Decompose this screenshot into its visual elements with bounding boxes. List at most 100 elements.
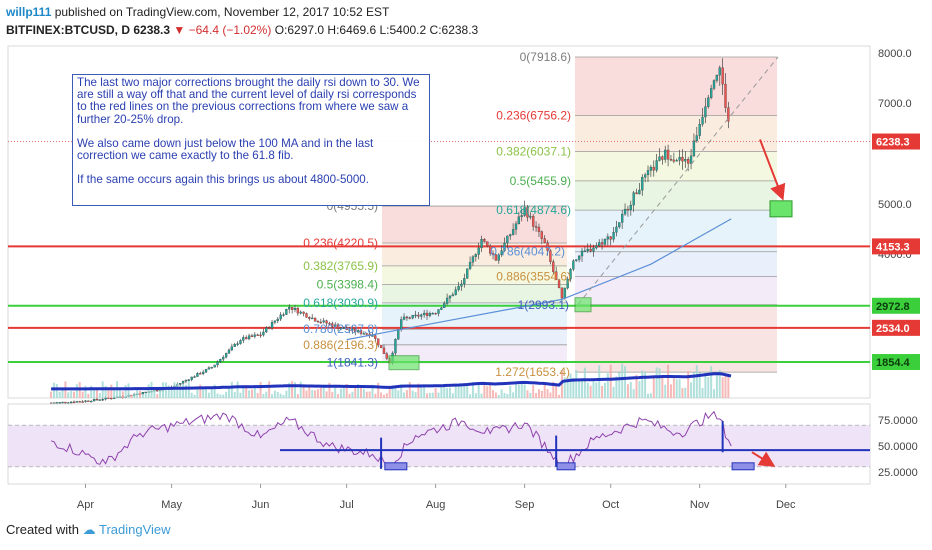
author-link[interactable]: willp111 — [6, 5, 52, 19]
candle-body — [655, 160, 658, 171]
price-tick-label: 8000.0 — [878, 48, 912, 60]
volume-bar — [517, 384, 520, 398]
candle-body — [408, 317, 411, 319]
candle-body — [308, 317, 311, 319]
publish-header: willp111 published on TradingView.com, N… — [6, 4, 389, 20]
volume-bar — [121, 391, 124, 398]
candle-body — [603, 239, 607, 245]
candle-body — [288, 307, 291, 310]
last-price: 6238.3 — [133, 23, 171, 37]
candle-body — [460, 283, 463, 287]
volume-bar — [581, 379, 583, 398]
volume-bar — [549, 392, 552, 398]
candle-body — [600, 242, 604, 245]
candle-body — [664, 149, 667, 160]
volume-bar — [345, 383, 348, 398]
price-tick-label: 5000.0 — [878, 199, 912, 211]
volume-bar — [314, 390, 317, 398]
volume-bar — [644, 371, 647, 398]
fib-level-label: 0.786(4047.2) — [490, 245, 565, 259]
volume-bar — [537, 389, 540, 398]
candle-body — [491, 253, 495, 255]
candle-body — [87, 400, 90, 402]
candle-body — [661, 156, 664, 160]
volume-bar — [641, 370, 644, 398]
volume-bar — [655, 367, 658, 398]
candle-body — [210, 367, 213, 369]
candle-body — [334, 324, 337, 327]
volume-bar — [73, 391, 76, 398]
volume-bar — [144, 393, 147, 398]
tradingview-brand[interactable]: TradingView — [99, 522, 171, 537]
volume-bar — [411, 390, 414, 398]
volume-bar — [400, 384, 403, 398]
symbol-bar: BITFINEX:BTCUSD, D 6238.3 ▼ −64.4 (−1.02… — [6, 22, 478, 38]
volume-bar — [460, 384, 463, 398]
volume-bar — [147, 384, 150, 398]
volume-bar — [457, 385, 460, 398]
candle-body — [443, 303, 446, 308]
projection-arrow — [759, 139, 786, 201]
candle-body — [216, 361, 219, 366]
volume-bar — [632, 389, 635, 398]
volume-bar — [431, 392, 434, 398]
volume-bar — [279, 393, 282, 398]
volume-bar — [647, 393, 650, 398]
candle-body — [643, 174, 647, 178]
volume-bar — [624, 366, 627, 398]
candle-body — [684, 159, 687, 162]
candle-body — [428, 313, 432, 316]
volume-bar — [434, 388, 437, 398]
candle-body — [489, 245, 492, 254]
candle-body — [411, 314, 414, 319]
candle-body — [445, 297, 449, 304]
volume-bar — [466, 386, 469, 398]
tradingview-logo-icon: ☁ — [82, 522, 96, 537]
volume-bar — [325, 391, 328, 398]
volume-bar — [184, 384, 187, 398]
candle-body — [187, 379, 190, 381]
candle-body — [377, 338, 380, 346]
price-level-tag — [872, 354, 920, 371]
candle-body — [55, 402, 58, 404]
candle-body — [511, 229, 515, 235]
volume-bar — [690, 382, 693, 398]
candle-body — [279, 314, 282, 320]
volume-bar — [603, 382, 606, 398]
candle-body — [92, 398, 96, 402]
volume-bar — [170, 389, 173, 398]
volume-bar — [95, 388, 98, 398]
candle-body — [224, 353, 228, 358]
candle-body — [236, 343, 239, 345]
candle-body — [727, 107, 730, 122]
candle-body — [141, 392, 145, 395]
candle-body — [299, 311, 302, 314]
candle-body — [354, 328, 357, 333]
volume-bar — [543, 384, 546, 398]
volume-bar — [104, 386, 107, 398]
volume-bar — [520, 381, 523, 398]
volume-bar — [428, 392, 431, 398]
candle-body — [618, 222, 621, 228]
rsi-line — [50, 410, 732, 470]
volume-bar — [276, 391, 279, 398]
candle-body — [204, 369, 208, 373]
chart-canvas[interactable]: 0(7918.6) 0.236(6756.2) 0.382(6037.1) 0.5(5… — [0, 0, 932, 520]
candle-body — [480, 239, 483, 249]
volume-bar — [84, 385, 87, 398]
candle-body — [181, 381, 185, 384]
candle-body — [336, 324, 340, 329]
fib-band — [382, 284, 567, 303]
fib-level-label: 1(2993.1) — [518, 298, 569, 312]
time-tick-label: Oct — [602, 499, 619, 511]
candle-body — [468, 262, 472, 269]
volume-bar — [331, 391, 334, 398]
volume-bar — [615, 376, 618, 398]
candle-body — [156, 390, 159, 392]
volume-bar — [437, 392, 440, 398]
volume-bar — [718, 369, 721, 398]
volume-bar — [227, 386, 230, 398]
candle-body — [623, 208, 627, 215]
candle-body — [652, 166, 655, 171]
fib-band — [382, 344, 567, 363]
